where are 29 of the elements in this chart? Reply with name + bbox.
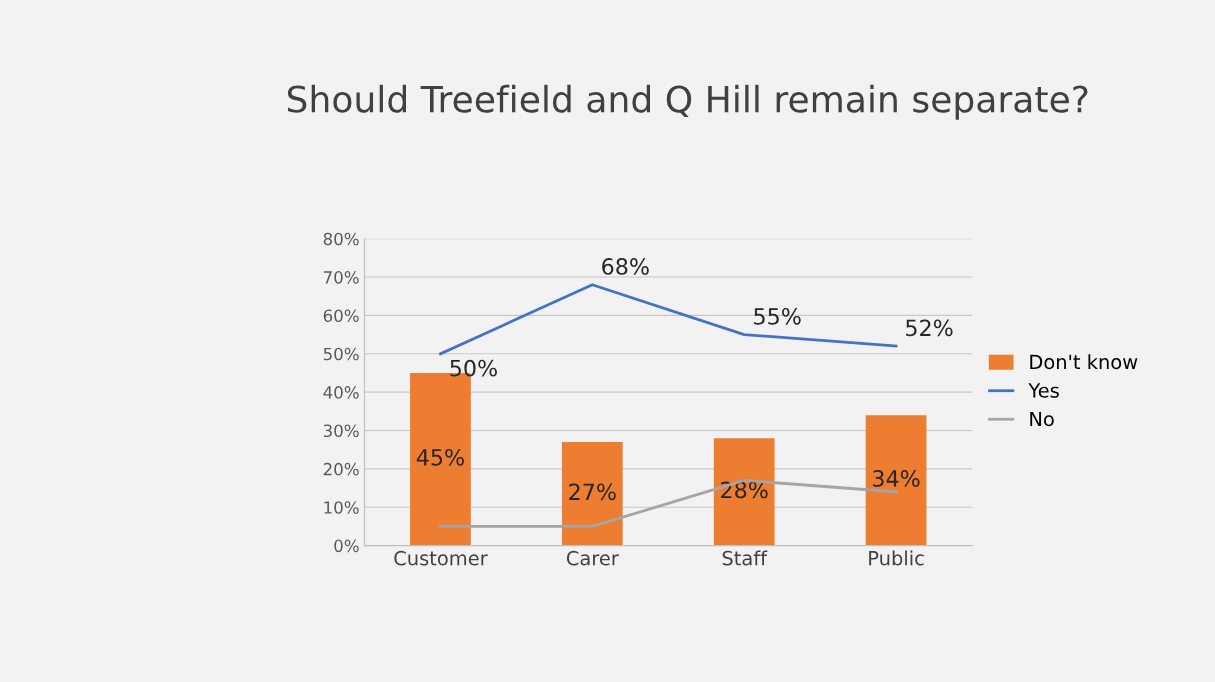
y-tick-label: 10%	[324, 501, 359, 514]
chart-title: Should Treefield and Q Hill remain separate?	[287, 84, 1088, 120]
x-tick-label: Customer	[394, 550, 488, 566]
bar	[713, 438, 775, 546]
y-tick-label: 20%	[323, 462, 359, 476]
y-tick-label: 80%	[323, 232, 359, 246]
y-tick-label: 30%	[323, 424, 359, 438]
data-label: 28%	[721, 481, 768, 499]
data-label: 50%	[450, 359, 497, 377]
data-label: 45%	[416, 448, 464, 466]
bar	[865, 415, 927, 546]
bar	[561, 442, 623, 546]
y-tick-label: 60%	[323, 309, 359, 322]
data-label: 55%	[754, 307, 801, 325]
data-label: 27%	[569, 483, 616, 501]
y-tick-label: 70%	[323, 271, 359, 284]
x-tick-label: Staff	[722, 550, 768, 566]
data-label: 68%	[602, 258, 649, 275]
y-tick-label: 50%	[323, 347, 359, 361]
x-tick-label: Carer	[566, 550, 619, 566]
data-label: 34%	[873, 470, 920, 487]
y-tick-label: 40%	[323, 386, 359, 399]
data-label: 52%	[906, 319, 953, 337]
legend-label: Yes	[1028, 383, 1059, 398]
legend-label: Don't know	[1030, 354, 1138, 370]
line-series	[439, 283, 898, 356]
legend-label: No	[1030, 411, 1054, 427]
y-tick-label: 0%	[334, 539, 359, 553]
x-tick-label: Public	[869, 550, 924, 566]
